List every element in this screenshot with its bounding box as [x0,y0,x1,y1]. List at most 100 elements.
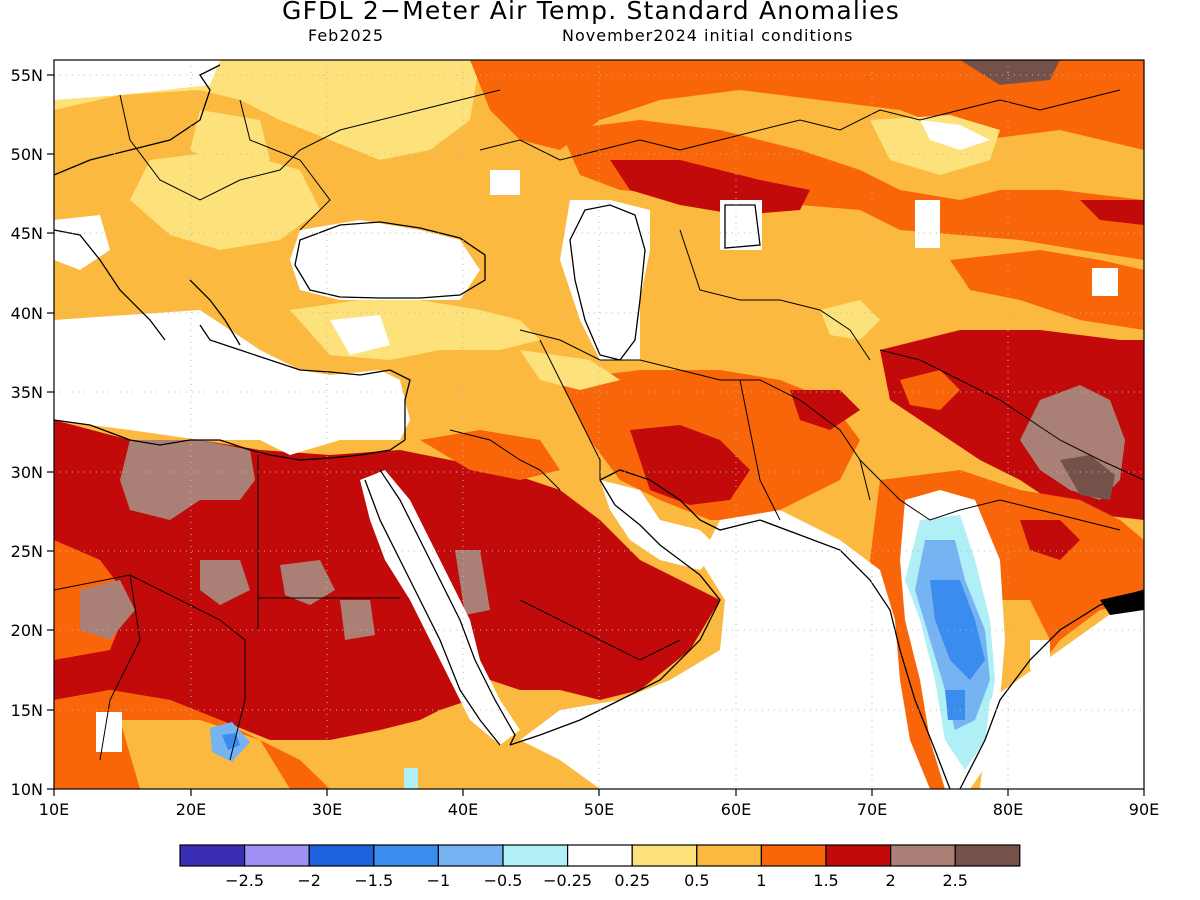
field-baltic-light [190,110,270,170]
field-kazakhstan-orange [560,120,1144,260]
colorbar-label: −2 [297,871,321,890]
coast-red-sea-east [379,469,516,746]
field-india-blue-south [945,690,965,720]
colorbar-label: 2 [886,871,896,890]
field-sudan-brown [340,600,375,640]
colorbar-swatch [244,844,310,867]
coast-greece [189,279,241,346]
map-field [54,60,1144,789]
field-balkhash-white [915,200,940,248]
field-gulf-white [600,480,720,570]
border-europe-1 [119,89,501,201]
coast-levant-turkey [199,324,411,440]
border-saudi-yemen [519,599,681,661]
colorbar-label: 1 [756,871,766,890]
lat-label: 50N [11,145,43,164]
colorbar-label: 1.5 [813,871,838,890]
field-afghanistan-red [790,390,860,430]
colorbar-swatch [954,844,1021,867]
field-volga-white [490,170,520,195]
field-caspian-south-light [520,350,620,390]
field-arabian-sea-white [520,510,930,789]
field-scandinavia-white [54,60,220,100]
coast-iran-india-west [599,469,951,790]
field-india-red [1020,520,1080,560]
border-iran-north [519,329,871,501]
border-central-asia [679,229,871,361]
initial-conditions: November2024 initial conditions [562,26,854,45]
field-kashmir-orange [900,370,960,410]
coast-north-africa [53,419,406,461]
lon-label: 40E [448,800,478,819]
coastlines [53,64,1145,790]
border-europe-2 [239,99,331,231]
forecast-month: Feb2025 [308,26,385,45]
lat-label: 10N [11,780,43,799]
colorbar-swatch [502,844,569,867]
field-black-sea-white [290,220,480,300]
field-niger-brown [80,580,135,640]
map-title: GFDL 2−Meter Air Temp. Standard Anomalie… [282,0,900,25]
coast-aral [724,204,761,249]
field-hejaz-brown [455,550,490,615]
lat-axis: 55N 50N 45N 40N 35N 30N 25N 20N 15N 10N [11,66,43,799]
lon-label: 90E [1129,800,1159,819]
field-libya-brown [120,440,255,520]
lon-label: 30E [312,800,342,819]
border-china-south [879,349,1145,481]
colorbar-swatch [308,844,375,867]
coast-caspian [569,204,646,361]
field-anatolia-white [330,315,390,355]
border-iran-afghan [739,379,781,521]
colorbar-label: −0.25 [543,871,592,890]
lat-label: 55N [11,66,43,85]
lon-label: 50E [584,800,614,819]
field-mongolia-red [1080,200,1144,225]
colorbar-label: −1 [427,871,451,890]
colorbar-label: 2.5 [942,871,967,890]
field-sahel-amber [120,720,290,789]
coast-black-sea [294,221,486,299]
field-siberia-brown [960,60,1060,85]
colorbar-label: −1.5 [354,871,393,890]
field-central-europe-light [130,150,320,250]
field-ethiopia-cyan [404,768,418,789]
colorbar-swatch [566,844,633,867]
field-chad-brown [200,560,250,605]
field-uzbek-amber [600,240,860,340]
field-aral-white [720,200,762,250]
lat-label: 35N [11,383,43,402]
border-russia-kazakhstan [479,89,1121,161]
colorbar-label: −2.5 [225,871,264,890]
lon-label: 60E [721,800,751,819]
lat-label: 20N [11,621,43,640]
lat-label: 40N [11,304,43,323]
colorbar-swatch [760,844,827,867]
field-red-sea-white [360,470,520,745]
colorbar-swatch [373,844,439,867]
field-tajik-light [820,300,880,340]
lon-label: 80E [993,800,1023,819]
colorbar-swatch [437,844,504,867]
field-altai-white [920,120,990,150]
coast-red-sea-west [364,479,501,746]
colorbar-swatch [889,844,956,867]
lon-label: 10E [39,800,69,819]
field-bengal-coast-dark [1100,590,1144,615]
field-chad-white [96,712,122,752]
border-iraq-saudi [449,429,561,491]
field-india-blue [930,580,985,680]
field-iran-red [630,425,750,505]
colorbar-swatch [696,844,762,867]
lat-label: 30N [11,463,43,482]
field-egypt-brown [280,560,335,605]
lon-label: 20E [176,800,206,819]
colorbar-swatch [825,844,892,867]
border-niger-chad [99,574,141,761]
lon-label: 70E [857,800,887,819]
colorbar-label: 0.25 [614,871,650,890]
colorbar-label: 0.5 [684,871,709,890]
border-iran-iraq [539,339,601,480]
border-india-north [859,459,1121,531]
